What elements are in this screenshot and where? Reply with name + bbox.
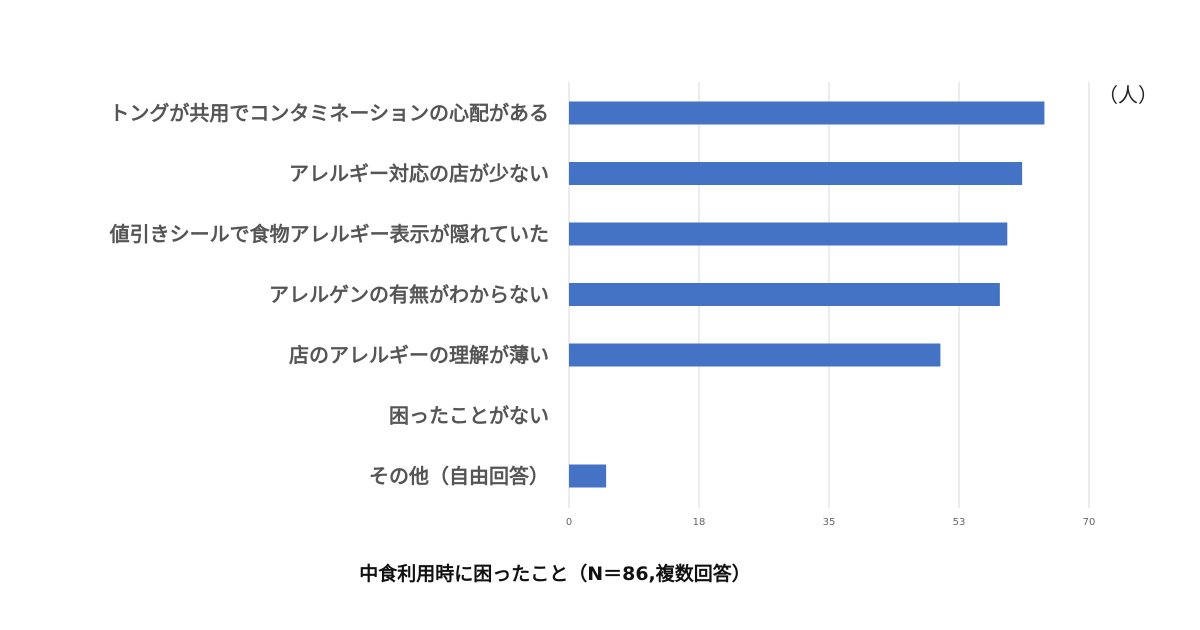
bar	[569, 464, 607, 488]
bar	[569, 162, 1023, 185]
x-tick-label: 0	[566, 517, 572, 528]
bar	[569, 101, 1045, 125]
category-label: 困ったことがない	[389, 404, 549, 428]
bar	[569, 283, 1000, 306]
tick-label-layer: 0 18 35 53 70	[566, 517, 1096, 528]
category-label: トングが共用でコンタミネーションの心配がある	[109, 101, 549, 125]
bar	[569, 343, 941, 367]
x-tick-label: 53	[953, 517, 966, 528]
category-label: その他（自由回答）	[369, 464, 549, 488]
x-tick-label: 18	[693, 517, 706, 528]
bar-layer	[569, 101, 1045, 488]
category-label: アレルゲンの有無がわからない	[269, 283, 549, 307]
category-label: 店のアレルギーの理解が薄い	[289, 343, 549, 367]
category-label: アレルギー対応の店が少ない	[289, 162, 549, 186]
chart-caption: 中食利用時に困ったこと（N＝86,複数回答）	[359, 562, 751, 585]
category-label-layer: トングが共用でコンタミネーションの心配があるアレルギー対応の店が少ない値引きシー…	[109, 101, 549, 488]
unit-label: （人）	[1098, 83, 1158, 107]
bar	[569, 222, 1008, 246]
x-tick-label: 70	[1083, 517, 1096, 528]
x-tick-label: 35	[823, 517, 836, 528]
category-label: 値引きシールで食物アレルギー表示が隠れていた	[109, 222, 549, 246]
